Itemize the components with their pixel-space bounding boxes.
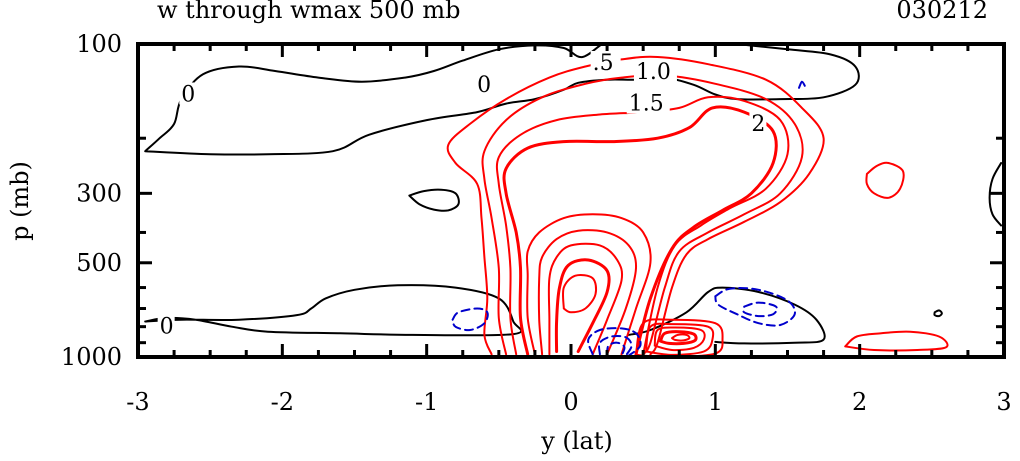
x-tick-label: 2 <box>852 388 867 416</box>
x-tick-label: -2 <box>271 388 294 416</box>
contour-label: 0 <box>477 73 491 98</box>
x-tick-label: -1 <box>415 388 438 416</box>
contour-level-0_5-21 <box>844 330 949 352</box>
contour-level-4_5-14 <box>561 274 598 314</box>
contour-level-neg0_5-23 <box>714 287 796 327</box>
contour-level-2_5-10 <box>525 213 652 356</box>
x-axis-label: y (lat) <box>540 427 613 455</box>
contour-level-2-9 <box>502 105 778 356</box>
contour-label-bg <box>179 82 197 105</box>
x-tick-label: -3 <box>126 388 149 416</box>
contour-level-3-16 <box>645 322 715 356</box>
contour-level-1-7 <box>481 74 804 356</box>
contour-lines <box>144 44 1003 357</box>
x-tick-label: 0 <box>563 388 578 416</box>
contour-level-3_5-17 <box>653 326 706 352</box>
contour-label-bg <box>157 314 175 337</box>
y-tick-label: 300 <box>76 179 122 207</box>
plot-frame <box>136 42 1006 359</box>
y-tick-label: 1000 <box>61 343 122 371</box>
contour-label-bg <box>749 111 767 134</box>
y-tick-label: 500 <box>76 249 122 277</box>
contour-level-4-13 <box>554 258 611 353</box>
contour-label: 2 <box>751 112 765 137</box>
contour-level-neg1-26 <box>598 334 633 357</box>
y-axis-label: p (mb) <box>6 161 34 241</box>
contour-level-neg0_5-28 <box>798 80 806 89</box>
contour-level-3_5-12 <box>547 242 624 356</box>
contour-level-neg1_5-27 <box>606 341 626 357</box>
contour-level-0-1 <box>408 188 460 212</box>
contour-label: .5 <box>593 51 614 76</box>
contour-label: 1.5 <box>629 92 664 117</box>
contour-level-neg0_5-22 <box>451 307 489 332</box>
contour-label-bg <box>475 72 493 95</box>
y-tick-label: 100 <box>76 30 122 58</box>
contour-level-0-5 <box>933 309 943 318</box>
contour-label: 0 <box>160 315 174 340</box>
contour-label-bg <box>626 91 670 114</box>
contour-label-bg <box>633 60 677 83</box>
x-tick-label: 1 <box>708 388 723 416</box>
contour-level-4-18 <box>659 330 698 346</box>
contour-level-0-4 <box>988 162 1003 227</box>
contour-level-0-2 <box>144 284 523 337</box>
contour-level-0_5-6 <box>446 55 825 356</box>
contour-label: 1.0 <box>636 60 671 85</box>
date-label: 030212 <box>896 0 988 24</box>
contour-level-neg0_5-25 <box>587 327 642 357</box>
contour-level-neg0_5-24 <box>742 301 778 318</box>
contour-level-0_5-20 <box>865 161 905 199</box>
contour-level-0-3 <box>627 286 826 345</box>
x-tick-label: 3 <box>996 388 1011 416</box>
chart-title: w through wmax 500 mb <box>157 0 460 24</box>
contour-level-3-11 <box>537 229 638 356</box>
plot-area: 0 0 0 .5 1.0 1.5 2 -3 -2 -1 0 1 2 3 100 300 500 1000 <box>61 30 1012 416</box>
contour-label: 0 <box>181 83 195 108</box>
contour-label-bg <box>590 50 621 73</box>
contour-level-1_5-8 <box>495 95 790 356</box>
contour-level-4_5-19 <box>671 333 691 342</box>
contour-level-0-0 <box>144 44 860 156</box>
